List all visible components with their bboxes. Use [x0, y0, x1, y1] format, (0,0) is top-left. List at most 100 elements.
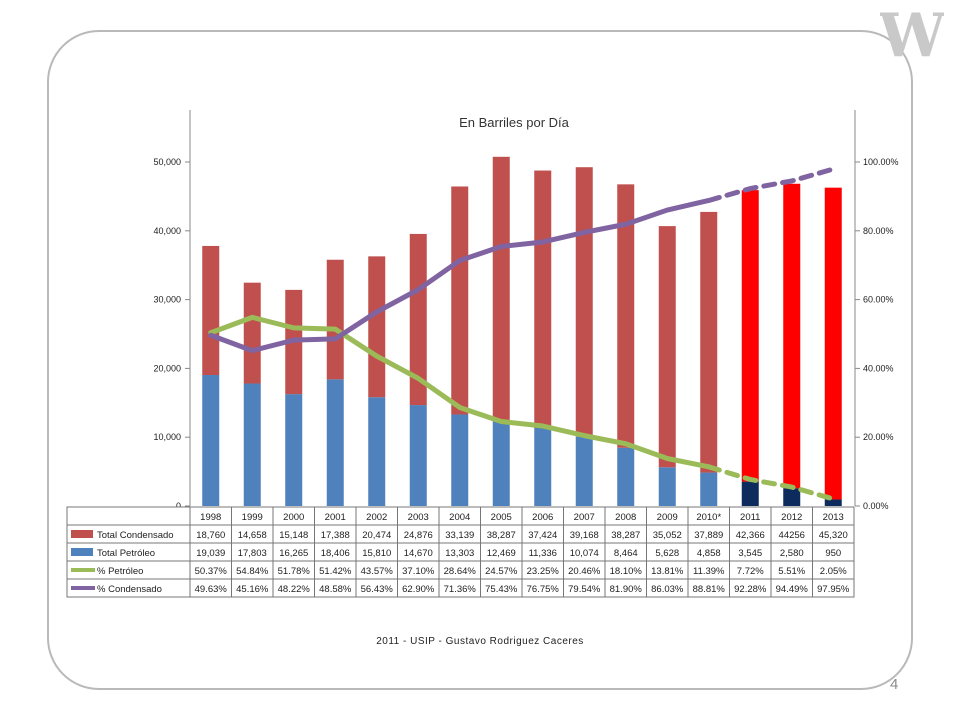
footer-credit: 2011 - USIP - Gustavo Rodriguez Caceres [376, 636, 584, 647]
x-axis-category-label: 2001 [325, 512, 346, 523]
data-table-cell: 5,628 [655, 548, 679, 559]
data-table-cell: 24,876 [404, 530, 433, 541]
data-table-cell: 51.78% [278, 566, 311, 577]
data-table-cell: 15,148 [279, 530, 308, 541]
bar-petroleo [700, 472, 718, 506]
x-axis-category-label: 2009 [657, 512, 678, 523]
data-table-cell: 44256 [779, 530, 805, 541]
data-table-cell: 88.81% [693, 584, 726, 595]
data-table-cell: 51.42% [319, 566, 352, 577]
data-table-cell: 2.05% [820, 566, 847, 577]
data-table-cell: 18.10% [610, 566, 643, 577]
left-axis-tick-label: 40,000 [153, 226, 181, 236]
data-table-cell: 56.43% [361, 584, 394, 595]
data-table-cell: 33,139 [445, 530, 474, 541]
data-table-cell: 86.03% [651, 584, 684, 595]
bar-petroleo [824, 499, 842, 506]
left-axis-tick-label: 30,000 [153, 295, 181, 305]
legend-swatch [71, 548, 93, 556]
data-table-cell: 950 [825, 548, 841, 559]
data-table-cell: 45.16% [236, 584, 269, 595]
data-table-cell: 38,287 [487, 530, 516, 541]
bar-condensado [451, 186, 469, 415]
data-table-cell: 43.57% [361, 566, 394, 577]
data-table-cell: 37,424 [528, 530, 557, 541]
left-axis-tick-label: 50,000 [153, 157, 181, 167]
pct-condensado-line-projected [706, 166, 836, 203]
bar-condensado [243, 282, 261, 384]
data-table-cell: 15,810 [362, 548, 391, 559]
right-axis-tick-label: 0.00% [863, 501, 889, 511]
bar-condensado [617, 184, 635, 448]
left-axis-tick-label: 20,000 [153, 363, 181, 373]
page-number: 4 [890, 676, 899, 693]
data-table-cell: 14,670 [404, 548, 433, 559]
right-axis-tick-label: 60.00% [863, 295, 894, 305]
bar-petroleo [326, 379, 344, 506]
x-axis-category-label: 2008 [615, 512, 636, 523]
legend-series-name: % Petróleo [97, 566, 143, 577]
bar-condensado [658, 226, 676, 468]
x-axis-category-label: 2000 [283, 512, 304, 523]
data-table-cell: 62.90% [402, 584, 435, 595]
data-table-cell: 75.43% [485, 584, 518, 595]
bar-petroleo [409, 405, 427, 506]
data-table-cell: 23.25% [527, 566, 560, 577]
x-axis-category-label: 2003 [408, 512, 429, 523]
x-axis-category-label: 2011 [740, 512, 760, 523]
x-axis-category-label: 1998 [200, 512, 221, 523]
data-table-cell: 48.22% [278, 584, 311, 595]
data-table-cell: 14,658 [238, 530, 267, 541]
data-table-cell: 5.51% [778, 566, 805, 577]
data-table-cell: 24.57% [485, 566, 518, 577]
bar-petroleo [575, 436, 593, 506]
bar-petroleo [617, 447, 635, 506]
data-table-cell: 92.28% [734, 584, 767, 595]
bar-condensado [824, 187, 842, 500]
data-table-cell: 16,265 [279, 548, 308, 559]
bar-petroleo [202, 375, 220, 506]
x-axis-category-label: 2013 [823, 512, 844, 523]
data-table-cell: 8,464 [614, 548, 638, 559]
data-table-cell: 3,545 [738, 548, 762, 559]
data-table-cell: 20.46% [568, 566, 601, 577]
data-table-cell: 54.84% [236, 566, 269, 577]
data-table-cell: 10,074 [570, 548, 599, 559]
legend-series-name: % Condensado [97, 584, 162, 595]
bar-condensado [700, 211, 718, 473]
data-table-cell: 45,320 [819, 530, 848, 541]
data-table-cell: 17,803 [238, 548, 267, 559]
data-table-cell: 12,469 [487, 548, 516, 559]
data-table-cell: 11,336 [529, 548, 557, 559]
data-table-cell: 37.10% [402, 566, 435, 577]
bar-condensado [783, 183, 801, 489]
bar-condensado [741, 190, 759, 482]
data-table-cell: 20,474 [362, 530, 391, 541]
legend-swatch [71, 530, 93, 538]
data-table-cell: 4,858 [697, 548, 721, 559]
left-axis-tick-label: 0 [176, 501, 181, 511]
logo-text: W [880, 1, 944, 68]
data-table-cell: 19,039 [196, 548, 225, 559]
data-table-cell: 39,168 [570, 530, 599, 541]
data-table-cell: 48.58% [319, 584, 352, 595]
data-table-cell: 7.72% [737, 566, 764, 577]
data-table-cell: 76.75% [527, 584, 560, 595]
data-table-cell: 37,889 [694, 530, 723, 541]
data-table-cell: 18,760 [196, 530, 225, 541]
bar-condensado [534, 170, 552, 429]
left-axis-tick-label: 10,000 [153, 432, 181, 442]
bar-petroleo [243, 383, 261, 506]
x-axis-category-label: 2006 [532, 512, 553, 523]
data-table-cell: 50.37% [195, 566, 228, 577]
bar-petroleo [368, 397, 386, 506]
bar-condensado [492, 156, 510, 421]
legend-series-name: Total Petróleo [97, 548, 155, 559]
bar-condensado [409, 233, 427, 406]
data-table-cell: 81.90% [610, 584, 643, 595]
x-axis-category-label: 2002 [366, 512, 387, 523]
data-table-cell: 13,303 [445, 548, 474, 559]
bar-petroleo [658, 467, 676, 506]
x-axis-category-label: 2012 [781, 512, 802, 523]
